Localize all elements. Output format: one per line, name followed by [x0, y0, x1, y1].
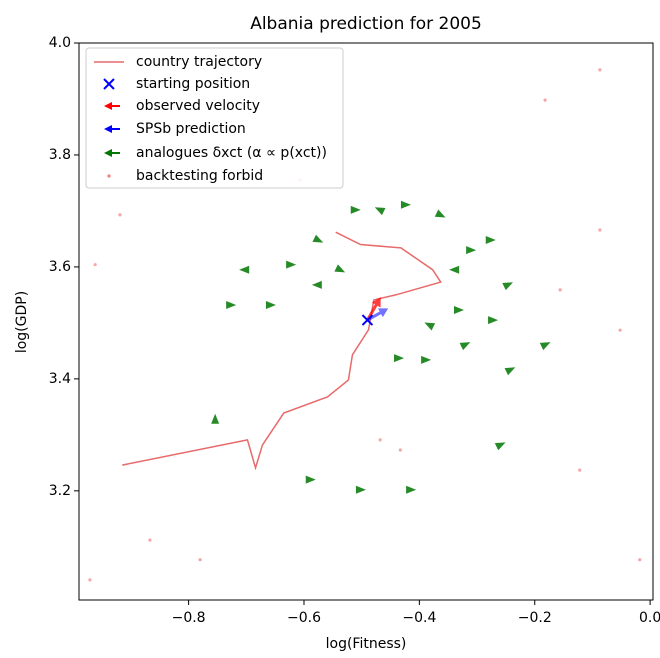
start-cross [361, 314, 374, 326]
backtesting-point [88, 578, 92, 582]
legend-label: backtesting forbid [136, 168, 263, 184]
analogue-arrow [494, 442, 506, 451]
x-tick-label: −0.8 [172, 610, 206, 626]
backtesting-point [378, 438, 382, 442]
analogue-arrow [504, 367, 516, 376]
legend-label: SPSb prediction [136, 121, 246, 137]
legend-dot [107, 174, 111, 178]
legend-arrow-head [104, 102, 112, 110]
analogue-arrow [374, 207, 386, 216]
backtesting-point [578, 468, 582, 472]
chart-title: Albania prediction for 2005 [250, 14, 482, 34]
x-tick-label: −0.2 [518, 610, 552, 626]
backtesting-point [598, 68, 602, 72]
backtesting-point [598, 228, 602, 232]
y-tick-label: 3.8 [49, 147, 71, 163]
legend-cross [103, 78, 115, 90]
analogue-arrow [466, 246, 477, 255]
x-tick-label: −0.6 [287, 610, 321, 626]
analogue-arrow [400, 200, 411, 209]
analogue-arrow [502, 282, 514, 291]
analogue-arrow [454, 306, 465, 315]
y-axis-label: log(GDP) [14, 291, 30, 353]
y-tick-label: 3.4 [49, 371, 71, 387]
backtesting-point [638, 558, 642, 562]
velocity-arrow-head [371, 297, 381, 308]
analogue-arrow [406, 485, 417, 494]
analogue-arrow [488, 316, 499, 325]
analogue-arrow [265, 300, 276, 309]
x-tick-label: 0.0 [639, 610, 660, 626]
analogue-arrow [355, 485, 366, 494]
legend-arrow-head [104, 125, 112, 133]
analogue-arrow [485, 236, 496, 245]
analogue-arrow [311, 280, 322, 289]
trajectory-line [122, 231, 442, 471]
legend-label: analogues δxct (α ∝ p(xct)) [136, 145, 327, 161]
backtesting-point [543, 98, 547, 102]
analogue-arrow [539, 342, 551, 351]
backtesting-point [398, 448, 402, 452]
legend-label: observed velocity [136, 98, 260, 114]
analogue-arrow [350, 205, 361, 214]
y-tick-label: 3.6 [49, 259, 71, 275]
prediction-arrow-head [377, 308, 389, 318]
backtesting-point [558, 288, 562, 292]
analogue-arrow [459, 342, 471, 351]
analogue-arrow [312, 234, 324, 243]
x-tick-label: −0.4 [402, 610, 436, 626]
legend-arrow-head [104, 149, 112, 157]
analogue-arrow [211, 413, 220, 424]
backtesting-point [93, 263, 97, 267]
y-tick-label: 3.2 [49, 483, 71, 499]
start-marker [361, 314, 374, 326]
analogue-arrow [434, 209, 446, 218]
analogue-arrow [305, 475, 316, 484]
analogue-arrow [226, 300, 237, 309]
analogue-arrow [449, 265, 460, 274]
x-axis-label: log(Fitness) [326, 636, 407, 652]
legend-box [85, 47, 344, 189]
plot-frame [78, 42, 654, 601]
legend-label: country trajectory [136, 54, 262, 70]
analogue-arrow [286, 260, 297, 269]
backtesting-point [118, 213, 122, 217]
analogue-arrow [334, 264, 346, 273]
y-tick-label: 4.0 [49, 35, 71, 51]
analogue-arrow [421, 355, 432, 364]
analogue-arrow [394, 354, 405, 363]
analogue-arrow [424, 322, 436, 331]
analogue-arrow [239, 265, 250, 274]
backtesting-point [148, 538, 152, 542]
legend-label: starting position [136, 76, 250, 92]
backtesting-point [198, 558, 202, 562]
backtesting-point [618, 328, 622, 332]
